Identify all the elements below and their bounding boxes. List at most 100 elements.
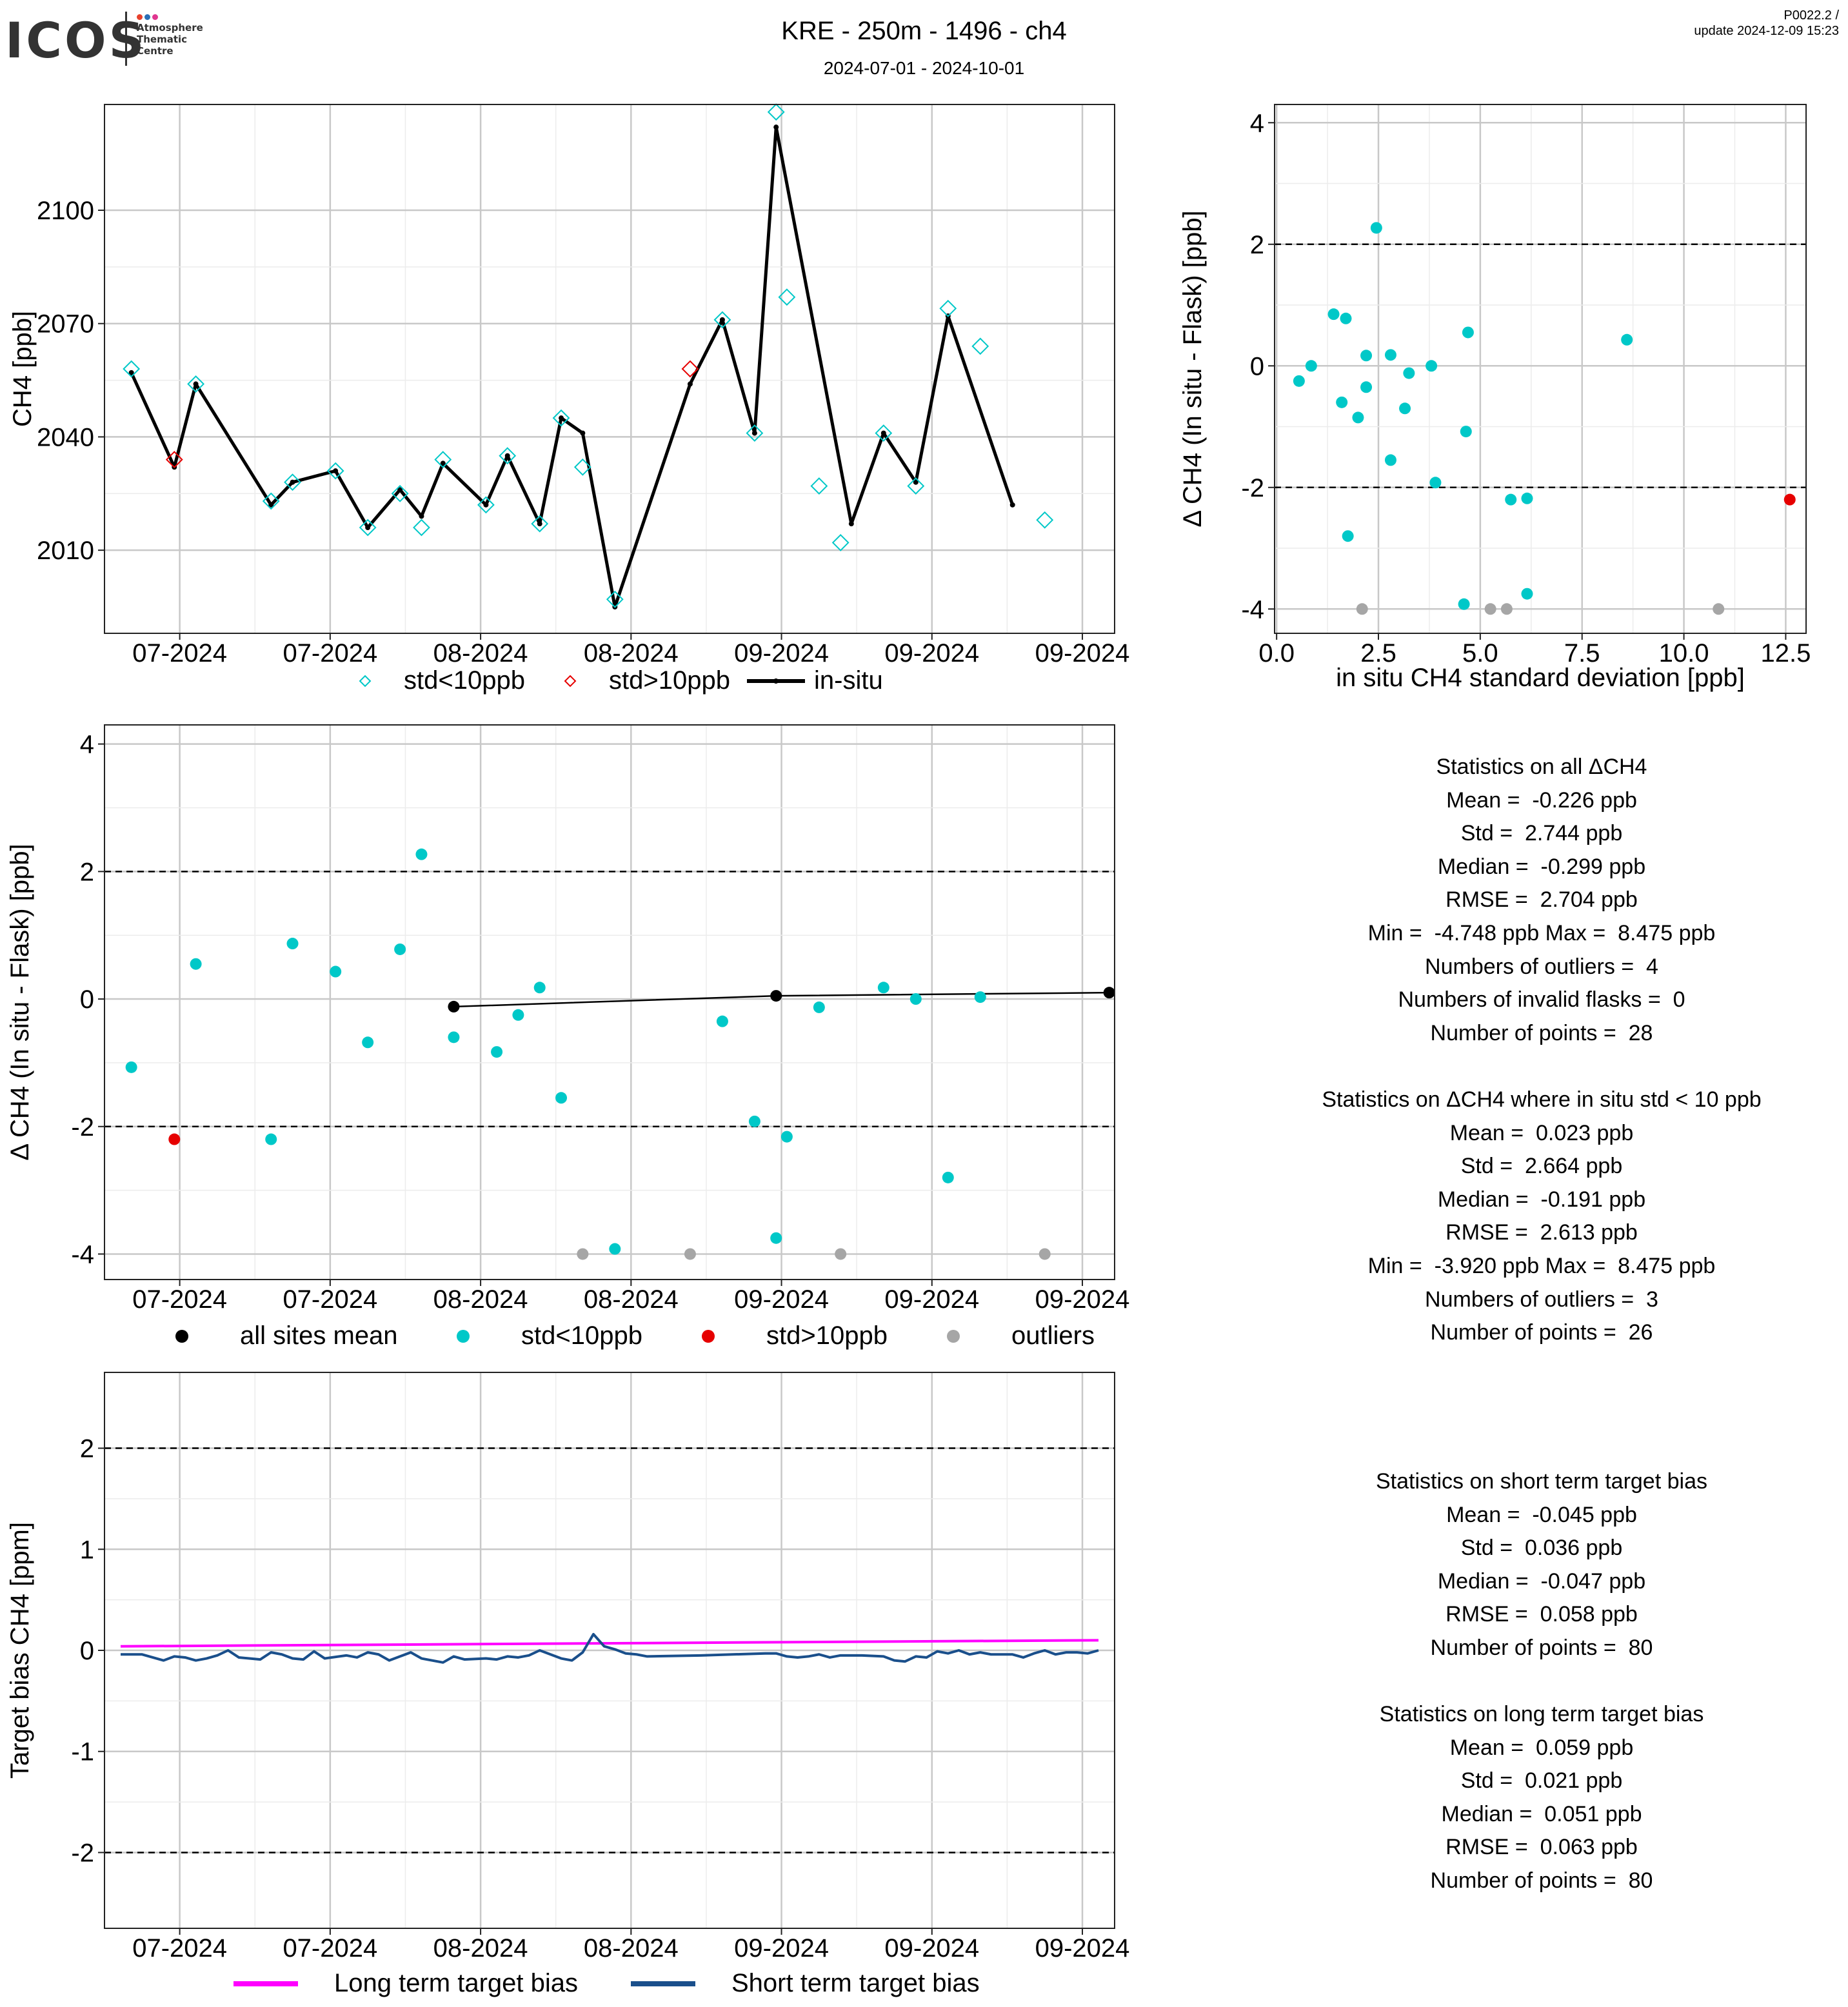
in-situ-point — [333, 468, 339, 474]
flask-point-std-lt-10 — [939, 299, 957, 317]
version-label: P0022.2 / — [1783, 8, 1839, 23]
delta-point-std-lt-10 — [533, 982, 546, 994]
stats-line: Mean = 0.059 ppb — [1449, 1735, 1634, 1760]
scatter-point-std-lt-10 — [1360, 350, 1373, 362]
stats-line: Numbers of outliers = 3 — [1425, 1287, 1658, 1312]
y-tick-label: -1 — [71, 1738, 94, 1766]
delta-point-outlier — [835, 1248, 847, 1260]
delta-point-std-lt-10 — [909, 993, 922, 1005]
delta-point-outlier — [1038, 1248, 1051, 1260]
scatter-point-std-lt-10 — [1505, 493, 1517, 506]
flask-point-std-lt-10 — [284, 473, 301, 491]
in-situ-point — [397, 487, 403, 493]
in-situ-point — [687, 381, 693, 387]
delta-point-std-lt-10 — [974, 991, 986, 1004]
y-tick-label: -4 — [71, 1240, 94, 1269]
x-tick-label: 09-2024 — [734, 1934, 829, 1963]
in-situ-point — [483, 502, 489, 508]
x-tick-label: 09-2024 — [1035, 1285, 1130, 1314]
x-tick-label: 10.0 — [1659, 639, 1709, 667]
y-tick-label: 4 — [1250, 109, 1264, 137]
all-sites-mean-point — [770, 990, 782, 1002]
in-situ-point — [719, 317, 725, 322]
in-situ-point — [913, 479, 919, 485]
all-sites-mean-point — [448, 1000, 460, 1013]
stats-std10-delta: Statistics on ΔCH4 where in situ std < 1… — [1251, 1083, 1832, 1350]
delta-point-std-lt-10 — [716, 1015, 728, 1027]
stats-line: Mean = -0.045 ppb — [1446, 1502, 1637, 1527]
scatter-point-std-lt-10 — [1521, 588, 1533, 600]
y-tick-label: -4 — [1241, 595, 1264, 624]
stats-line: Min = -3.920 ppb Max = 8.475 ppb — [1367, 1253, 1716, 1278]
delta-point-std-lt-10 — [770, 1232, 782, 1244]
stats-line: RMSE = 0.058 ppb — [1446, 1602, 1638, 1627]
y-tick-label: -2 — [1241, 474, 1264, 502]
stats-line: Number of points = 26 — [1430, 1320, 1653, 1345]
y-tick-label: 0 — [80, 1637, 94, 1665]
logo-dots — [137, 12, 160, 21]
delta-point-std-lt-10 — [190, 958, 202, 970]
in-situ-point — [128, 370, 134, 375]
x-tick-label: 2.5 — [1360, 639, 1396, 667]
x-tick-label: 08-2024 — [584, 1285, 679, 1314]
stats-short-term-bias: Statistics on short term target bias Mea… — [1251, 1465, 1832, 1665]
page-title: KRE - 250m - 1496 - ch4 — [781, 17, 1067, 45]
delta-point-std-lt-10 — [394, 943, 406, 955]
in-situ-point — [504, 453, 510, 459]
logo-dot-pink — [152, 14, 158, 20]
delta-point-std-gt-10 — [168, 1133, 181, 1145]
flask-point-std-lt-10 — [499, 447, 517, 465]
flask-point-std-lt-10 — [531, 515, 549, 533]
y-tick-label: 2010 — [37, 537, 94, 565]
scatter-point-std-lt-10 — [1399, 402, 1411, 415]
stats-line: Std = 0.021 ppb — [1460, 1768, 1623, 1794]
scatter-point-std-lt-10 — [1384, 454, 1396, 466]
x-axis-title: in situ CH4 standard deviation [ppb] — [1336, 664, 1745, 692]
short-term-bias-line — [120, 1632, 1099, 1664]
x-tick-label: 08-2024 — [433, 639, 528, 667]
scatter-point-std-lt-10 — [1327, 308, 1340, 321]
x-tick-label: 07-2024 — [132, 639, 227, 667]
y-tick-label: 4 — [80, 731, 94, 759]
flask-point-std-lt-10 — [187, 375, 205, 393]
in-situ-point — [268, 502, 274, 508]
delta-point-std-lt-10 — [448, 1031, 460, 1043]
logo-subtitle-line: Thematic — [137, 34, 188, 45]
stats-line: Median = 0.051 ppb — [1441, 1801, 1642, 1826]
scatter-point-std-lt-10 — [1336, 396, 1348, 408]
y-tick-label: 2100 — [37, 197, 94, 225]
stats-line: Mean = -0.226 ppb — [1446, 787, 1637, 813]
scatter-point-std-lt-10 — [1458, 598, 1470, 610]
scatter-point-std-lt-10 — [1426, 360, 1438, 372]
delta-point-std-lt-10 — [491, 1046, 503, 1058]
stats-line: Median = -0.191 ppb — [1437, 1187, 1646, 1212]
legend-label: std<10ppb — [404, 666, 525, 695]
flask-point-std-lt-10 — [573, 458, 591, 476]
y-tick-label: 2 — [80, 858, 94, 886]
y-tick-label: 0 — [1250, 352, 1264, 381]
legend-label: std<10ppb — [521, 1321, 642, 1350]
scatter-point-std-lt-10 — [1360, 381, 1373, 393]
legend-label: outliers — [1011, 1321, 1095, 1350]
flask-point-std-lt-10 — [123, 360, 141, 378]
flask-point-std-lt-10 — [413, 519, 430, 537]
stats-line: Std = 2.664 ppb — [1460, 1154, 1623, 1179]
scatter-point-outlier — [1356, 603, 1368, 615]
delta-point-std-lt-10 — [780, 1131, 793, 1143]
x-tick-label: 09-2024 — [1035, 639, 1130, 667]
y-tick-label: 2 — [80, 1435, 94, 1463]
date-range: 2024-07-01 - 2024-10-01 — [823, 58, 1025, 78]
scatter-point-std-lt-10 — [1293, 375, 1305, 387]
x-tick-label: 08-2024 — [433, 1285, 528, 1314]
scatter-point-std-lt-10 — [1460, 426, 1472, 438]
y-tick-label: 2040 — [37, 423, 94, 451]
stats-line: Min = -4.748 ppb Max = 8.475 ppb — [1367, 920, 1716, 945]
in-situ-point — [365, 525, 371, 530]
scatter-point-std-lt-10 — [1352, 411, 1364, 424]
flask-point-std-lt-10 — [713, 311, 731, 329]
in-situ-point — [193, 381, 199, 387]
scatter-point-outlier — [1484, 603, 1496, 615]
flask-point-std-lt-10 — [767, 103, 785, 121]
logo-subtitle-line: Centre — [137, 45, 174, 57]
x-tick-label: 09-2024 — [734, 639, 829, 667]
